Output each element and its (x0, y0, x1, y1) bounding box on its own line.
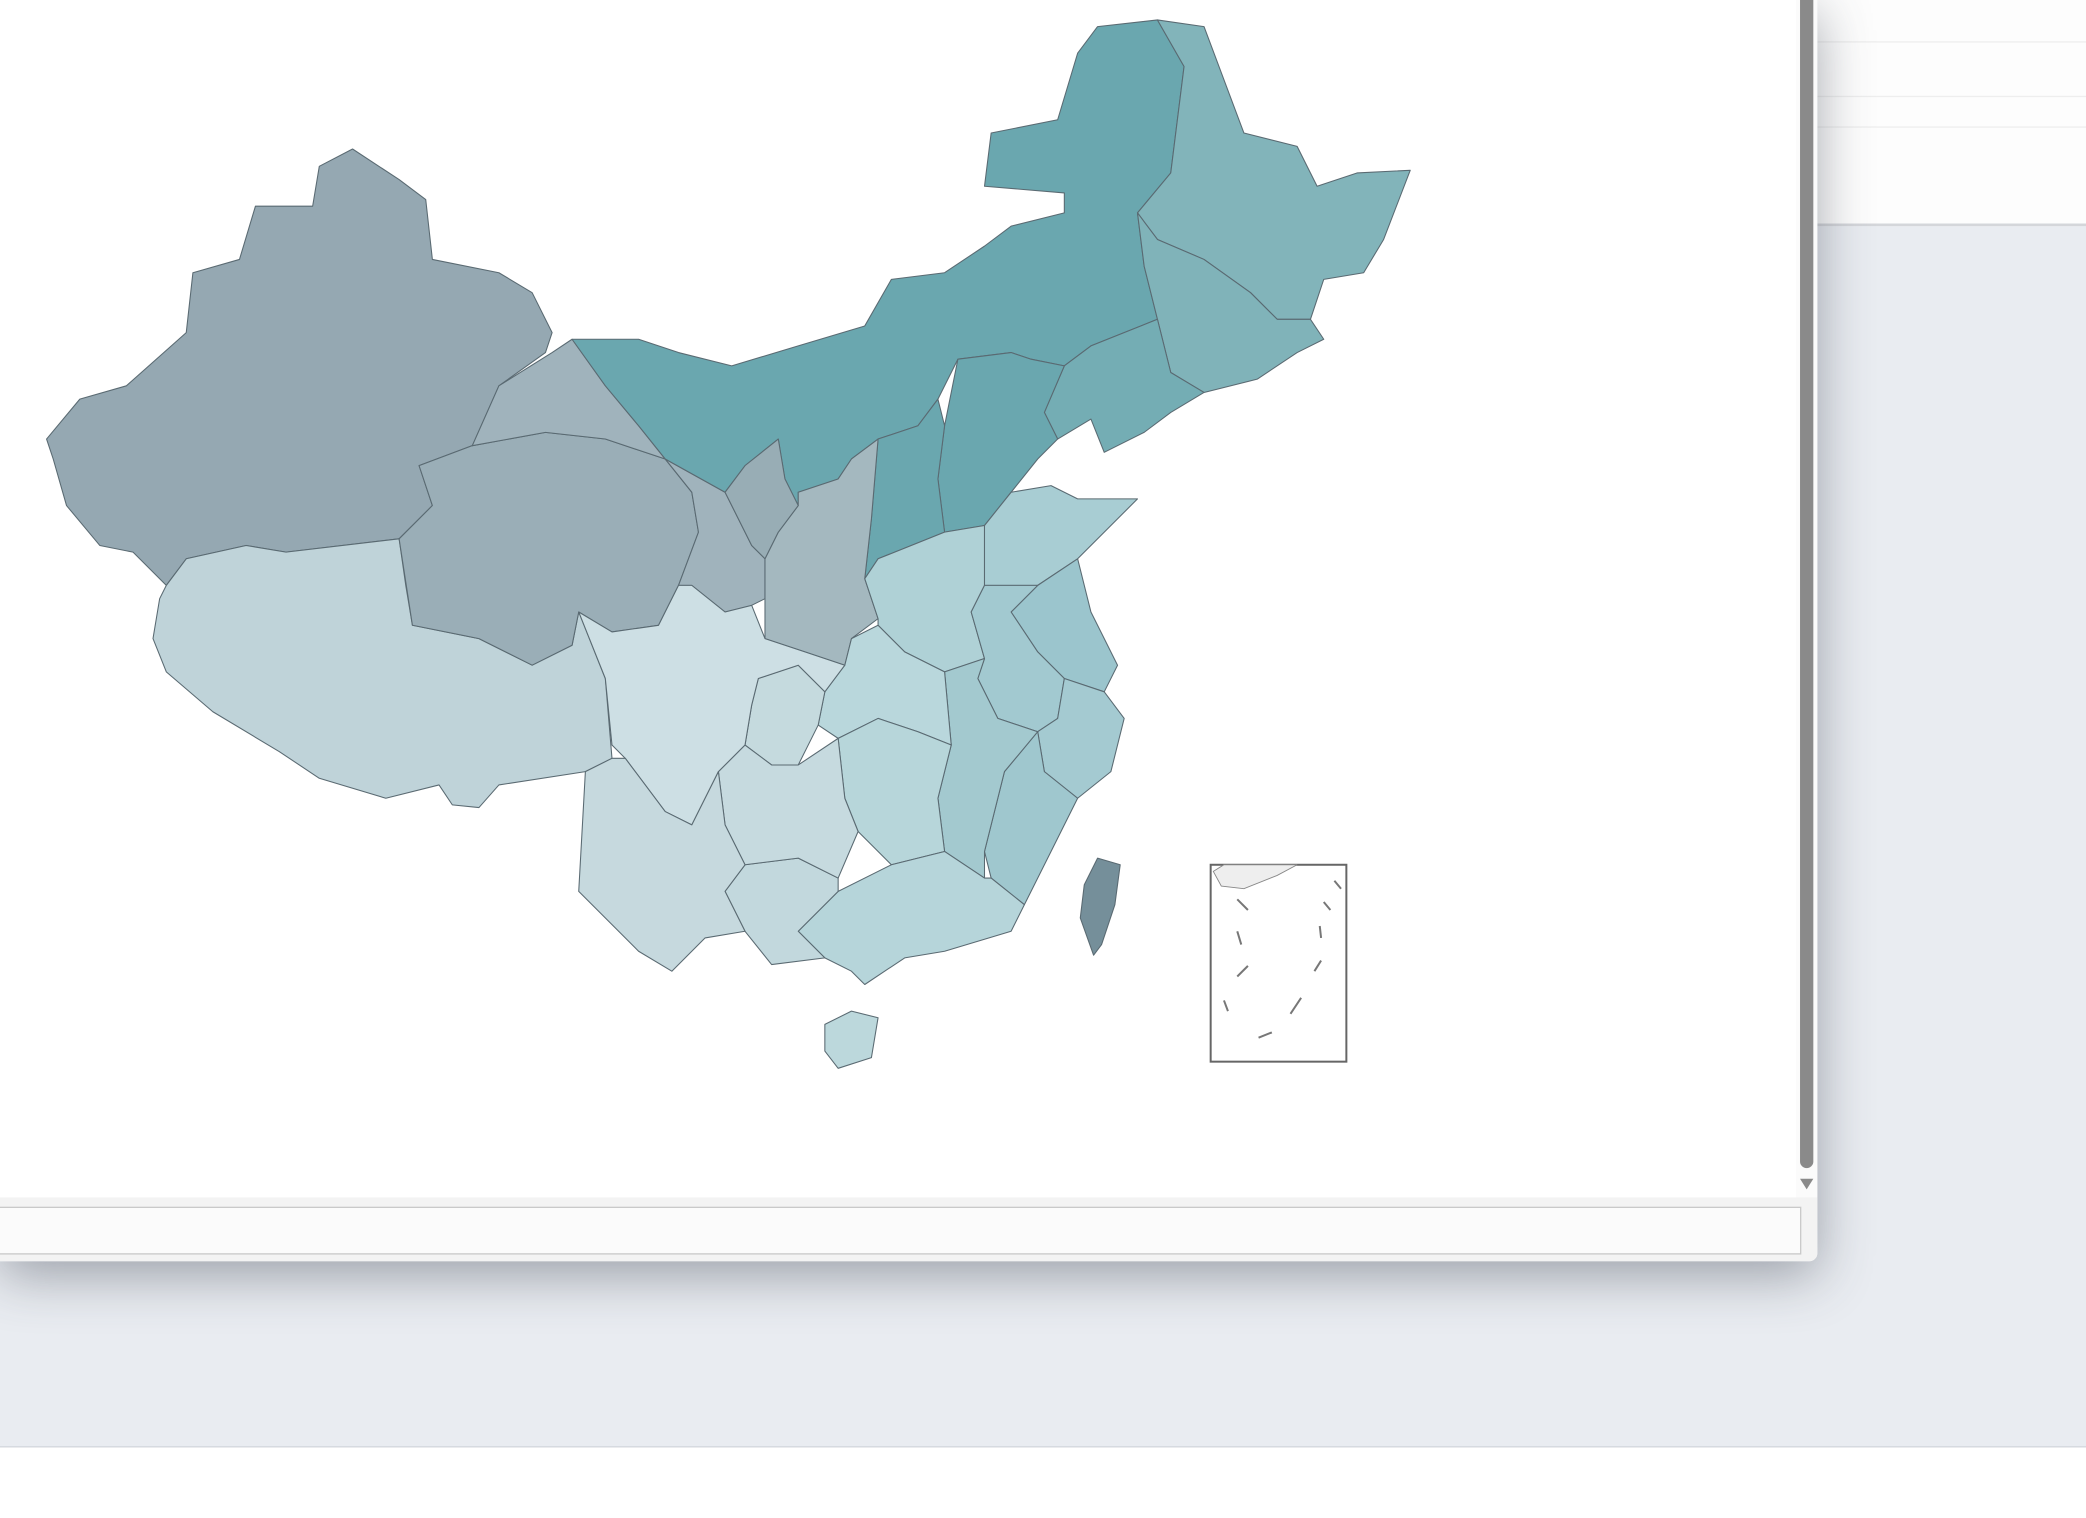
region-hunan[interactable] (837, 717, 952, 866)
region-yunnan[interactable] (578, 757, 746, 972)
inset-coast (1212, 864, 1298, 890)
south-china-sea-inset (1209, 863, 1348, 1063)
inset-dash (1322, 901, 1332, 911)
inset-dash (1333, 880, 1342, 890)
inset-dash (1258, 1031, 1273, 1039)
region-ningxia[interactable] (724, 438, 799, 560)
china-choropleth-map (46, 19, 1411, 1069)
bottom-input-field[interactable] (0, 1206, 1802, 1255)
scroll-down-arrow-icon[interactable] (1800, 1178, 1814, 1190)
region-hainan[interactable] (824, 1010, 879, 1069)
region-inner-mongolia[interactable] (571, 19, 1185, 507)
panel-divider (1817, 126, 2086, 128)
region-taiwan[interactable] (1079, 857, 1121, 956)
panel-divider (1817, 41, 2086, 43)
inset-dash (1223, 1000, 1229, 1012)
inset-dash (1318, 925, 1323, 939)
map-window (0, 0, 1818, 1262)
scrollbar-thumb[interactable] (1800, 0, 1814, 1169)
inset-frame (1209, 863, 1348, 1063)
background-panel (1817, 0, 2086, 227)
inset-dash (1289, 997, 1302, 1015)
inset-dash (1236, 898, 1249, 911)
bottom-bar (0, 1197, 1818, 1262)
panel-divider (1817, 95, 2086, 98)
inset-dash (1313, 960, 1322, 972)
inset-dash (1236, 965, 1249, 978)
inset-dash (1236, 930, 1243, 945)
